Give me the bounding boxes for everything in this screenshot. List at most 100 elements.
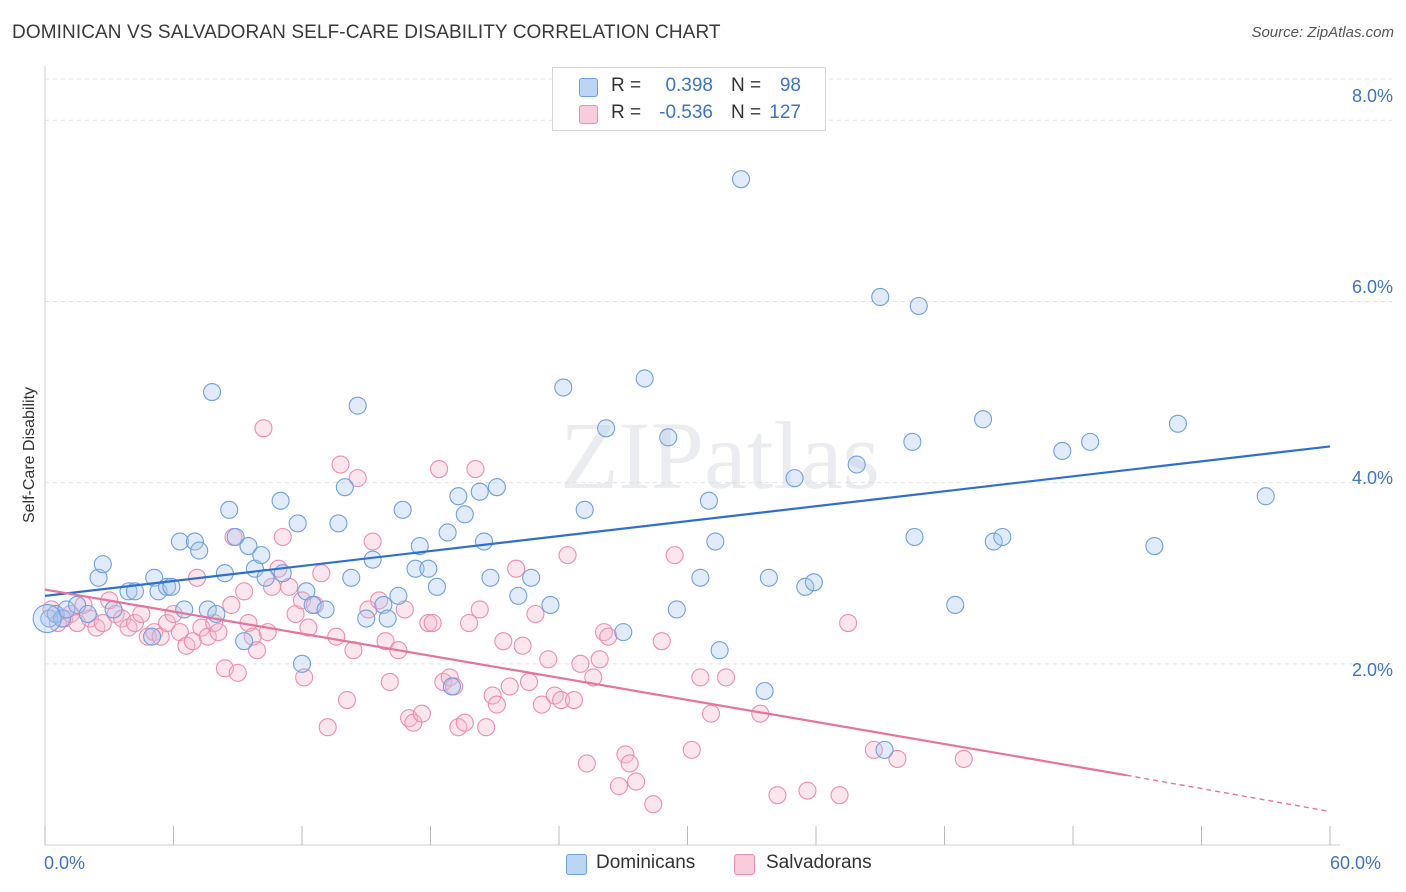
dominican-point (455, 505, 474, 524)
dominican-point (554, 378, 573, 397)
dominican-point (449, 487, 468, 506)
dominican-point (235, 632, 254, 651)
salvadoran-point (691, 668, 710, 687)
salvadoran-point (235, 582, 254, 601)
salvadoran-point (222, 595, 241, 614)
dominican-point (288, 514, 307, 533)
dominican-point (406, 559, 425, 578)
dominican-point (541, 595, 560, 614)
dominican-point (785, 469, 804, 488)
salvadoran-trend-line (44, 588, 1127, 777)
salvadoran-point (682, 740, 701, 759)
dominican-point (575, 500, 594, 519)
dominican-point (691, 568, 710, 587)
salvadoran-point (348, 469, 367, 488)
dominican-point (847, 455, 866, 474)
series-dominicans (40, 170, 1275, 759)
dominican-point (871, 287, 890, 306)
salvadoran-point (158, 614, 177, 633)
salvadoran-point (247, 641, 267, 660)
dominican-point (984, 532, 1003, 551)
salvadoran-point (888, 749, 907, 768)
bottom-legend-swatch-dominicans (566, 854, 587, 875)
dominican-point (442, 677, 461, 696)
trend-lines (44, 445, 1331, 813)
dominican-point (348, 396, 367, 415)
dominican-point (755, 681, 774, 701)
dominican-point (706, 532, 725, 551)
axes (44, 66, 1340, 846)
salvadoran-point (273, 527, 292, 547)
dominican-point (470, 482, 489, 501)
dominican-point (335, 478, 354, 497)
dominican-point (731, 170, 751, 189)
salvadoran-point (487, 695, 506, 714)
legend-r-label: R = (611, 75, 642, 96)
legend-row-dominicans: R = 0.398 N = 98 (553, 74, 825, 100)
salvadoran-point (652, 632, 671, 651)
dominican-point (185, 532, 204, 551)
salvadoran-point (558, 546, 577, 565)
salvadoran-point (552, 691, 571, 710)
dominican-point (635, 369, 654, 388)
dominican-point (710, 641, 729, 660)
dominican-point (522, 568, 541, 587)
dominican-point (252, 546, 271, 565)
salvadoran-point (539, 650, 558, 669)
salvadoran-point (459, 614, 479, 633)
legend-n-label: N = (731, 102, 762, 123)
salvadoran-point (716, 668, 736, 687)
dominican-point (1081, 432, 1100, 451)
dominican-point (203, 383, 222, 402)
watermark: ZIPatlas (560, 402, 880, 509)
salvadoran-point (318, 718, 337, 737)
correlation-legend: R = 0.398 N = 98 R = -0.536 N = 127 (552, 67, 826, 131)
dominican-point (759, 568, 778, 587)
dominican-point (239, 537, 258, 556)
dominican-point (271, 491, 290, 510)
dominican-point (292, 654, 312, 673)
dominican-point (474, 532, 494, 551)
salvadoran-point (125, 614, 144, 633)
dominican-point (699, 491, 718, 510)
dominican-point (903, 432, 922, 451)
salvadoran-point (470, 600, 489, 619)
chart-title: DOMINICAN VS SALVADORAN SELF-CARE DISABI… (12, 22, 721, 43)
salvadoran-point (702, 704, 721, 723)
bottom-legend-label-dominicans: Dominicans (596, 852, 696, 873)
salvadoran-point (295, 668, 314, 687)
salvadoran-point (532, 695, 551, 714)
dominican-point (363, 550, 382, 569)
salvadoran-point (839, 614, 858, 633)
dominican-trend-line (44, 445, 1331, 597)
salvadoran-point (209, 623, 228, 642)
legend-r-value: 0.398 (665, 75, 713, 96)
salvadoran-point (507, 559, 526, 578)
salvadoran-point (627, 772, 646, 791)
y-tick-label: 8.0% (1351, 86, 1393, 106)
salvadoran-point (620, 754, 639, 773)
salvadoran-point (419, 614, 438, 633)
grid-lines (45, 78, 1392, 665)
y-tick-label: 6.0% (1351, 277, 1393, 297)
dominican-point (220, 500, 239, 519)
salvadoran-point (483, 686, 502, 705)
legend-swatch-dominicans (579, 78, 598, 97)
dominican-point (32, 603, 62, 634)
dominican-point (393, 500, 412, 519)
bottom-legend-label-salvadorans: Salvadorans (766, 852, 872, 873)
dominican-point (389, 586, 408, 605)
dominican-point (125, 582, 144, 601)
dominican-point (329, 514, 348, 533)
dominican-point (378, 609, 397, 628)
dominican-point (89, 568, 108, 587)
salvadoran-point (254, 419, 273, 438)
salvadoran-point (616, 745, 635, 764)
salvadoran-point (577, 754, 596, 773)
dominican-point (78, 604, 97, 624)
legend-n-value: 127 (769, 102, 801, 123)
salvadoran-point (455, 713, 474, 732)
salvadoran-point (830, 786, 849, 805)
dominican-point (1168, 414, 1187, 433)
